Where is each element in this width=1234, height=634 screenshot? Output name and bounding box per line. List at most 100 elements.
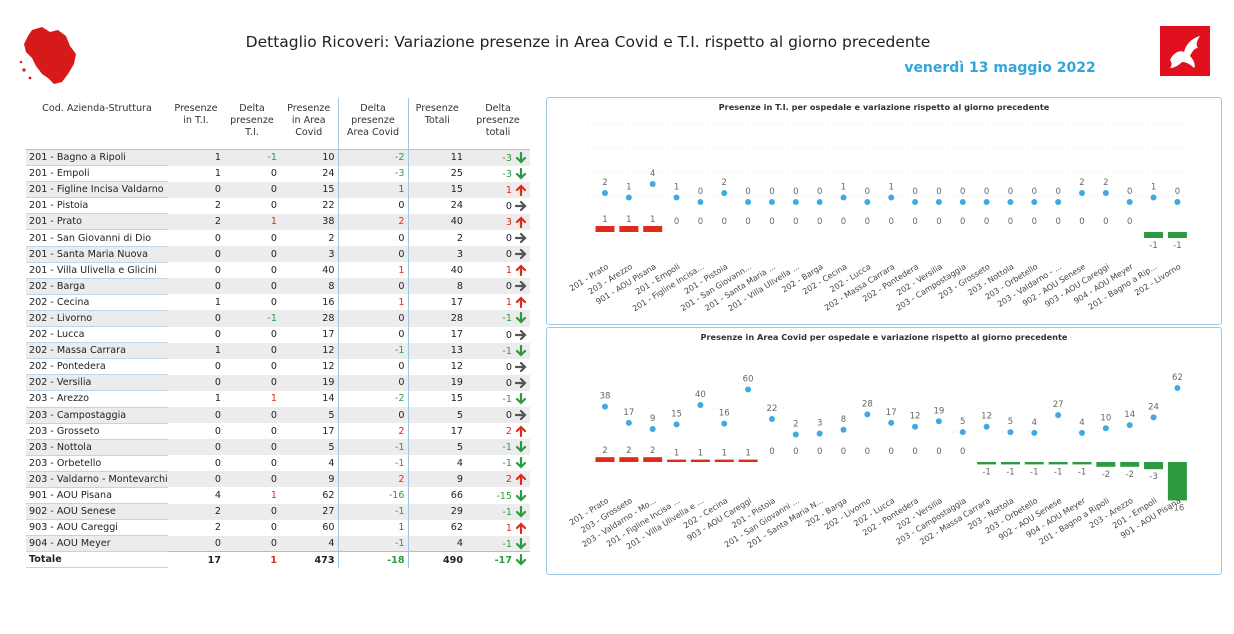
delta-bar[interactable] (714, 459, 734, 462)
presence-point[interactable] (745, 199, 752, 205)
delta-bar[interactable] (1144, 232, 1164, 238)
presence-point[interactable] (1031, 429, 1038, 436)
delta-bar[interactable] (595, 226, 615, 232)
column-header[interactable]: Delta presenze Area Covid (338, 98, 409, 150)
presence-point[interactable] (792, 431, 799, 438)
delta-bar[interactable] (1024, 462, 1044, 465)
table-row[interactable]: 901 - AOU Pisana 4 1 62 -16 66 -15 (26, 487, 530, 505)
presence-point[interactable] (1079, 190, 1085, 196)
table-row[interactable]: 203 - Orbetello 0 0 4 -1 4 -1 (26, 455, 530, 472)
presence-point[interactable] (1102, 425, 1109, 432)
table-row[interactable]: 904 - AOU Meyer 0 0 4 -1 4 -1 (26, 535, 530, 553)
table-row[interactable]: 201 - Bagno a Ripoli 1 -1 10 -2 11 -3 (26, 149, 530, 167)
delta-bar[interactable] (1167, 462, 1187, 501)
presence-point[interactable] (935, 418, 942, 425)
presence-point[interactable] (1031, 199, 1038, 205)
presence-point[interactable] (792, 199, 799, 205)
delta-bar[interactable] (1048, 462, 1068, 465)
table-row[interactable]: 201 - Villa Ulivella e Glicini 0 0 40 1 40 1 (26, 262, 530, 279)
column-header[interactable]: Presenze Totali (408, 98, 466, 150)
table-row[interactable]: 201 - Pistoia 2 0 22 0 24 0 (26, 197, 530, 215)
total-row[interactable]: Totale 17 1 473 -18 490 -17 (26, 551, 530, 569)
presence-point[interactable] (1150, 194, 1157, 201)
presence-point[interactable] (1150, 414, 1157, 421)
presence-point[interactable] (625, 194, 632, 201)
table-row[interactable]: 202 - Livorno 0 -1 28 0 28 -1 (26, 310, 530, 328)
delta-bar[interactable] (667, 459, 687, 462)
presence-point[interactable] (888, 194, 895, 201)
delta-bar[interactable] (595, 457, 615, 462)
presence-point[interactable] (1126, 199, 1133, 205)
presence-point[interactable] (983, 199, 990, 205)
presence-point[interactable] (816, 199, 823, 205)
presence-point[interactable] (768, 415, 775, 422)
presence-point[interactable] (673, 421, 680, 428)
presence-point[interactable] (697, 199, 704, 205)
presence-point[interactable] (721, 190, 728, 196)
table-row[interactable]: 203 - Grosseto 0 0 17 2 17 2 (26, 423, 530, 440)
delta-bar[interactable] (1144, 462, 1164, 470)
table-row[interactable]: 202 - Pontedera 0 0 12 0 12 0 (26, 358, 530, 376)
presence-point[interactable] (649, 426, 656, 433)
presence-point[interactable] (840, 426, 847, 433)
presence-point[interactable] (625, 419, 632, 426)
delta-bar[interactable] (619, 226, 639, 232)
delta-bar[interactable] (643, 226, 663, 232)
table-row[interactable]: 202 - Barga 0 0 8 0 8 0 (26, 278, 530, 295)
presence-point[interactable] (840, 194, 847, 201)
presence-point[interactable] (1055, 199, 1062, 205)
presence-point[interactable] (959, 429, 966, 436)
presence-point[interactable] (888, 419, 895, 426)
table-row[interactable]: 201 - Empoli 1 0 24 -3 25 -3 (26, 165, 530, 183)
presence-point[interactable] (816, 430, 823, 437)
presence-point[interactable] (1174, 385, 1181, 391)
table-row[interactable]: 202 - Versilia 0 0 19 0 19 0 (26, 374, 530, 392)
delta-bar[interactable] (1000, 462, 1020, 465)
table-row[interactable]: 201 - San Giovanni di Dio 0 0 2 0 2 0 (26, 229, 530, 247)
presence-point[interactable] (1079, 429, 1085, 436)
presence-point[interactable] (1126, 422, 1133, 429)
presence-point[interactable] (1055, 412, 1062, 419)
table-row[interactable]: 202 - Massa Carrara 1 0 12 -1 13 -1 (26, 342, 530, 360)
presence-point[interactable] (959, 199, 966, 205)
delta-bar[interactable] (619, 457, 639, 462)
presence-point[interactable] (912, 199, 919, 205)
presence-point[interactable] (935, 199, 942, 205)
presence-point[interactable] (721, 420, 728, 427)
table-row[interactable]: 201 - Santa Maria Nuova 0 0 3 0 3 0 (26, 246, 530, 263)
presence-point[interactable] (602, 190, 608, 196)
presence-point[interactable] (1007, 199, 1014, 205)
column-header[interactable]: Delta presenze totali (466, 98, 530, 150)
presence-point[interactable] (649, 181, 656, 187)
presence-point[interactable] (864, 199, 871, 205)
column-header[interactable]: Cod. Azienda-Struttura (26, 98, 168, 150)
presence-point[interactable] (983, 423, 990, 430)
delta-bar[interactable] (738, 459, 758, 462)
delta-bar[interactable] (1072, 462, 1092, 465)
column-header[interactable]: Presenze in T.I. (168, 98, 224, 150)
presence-point[interactable] (1174, 199, 1181, 205)
column-header[interactable]: Presenze in Area Covid (280, 98, 339, 150)
delta-bar[interactable] (690, 459, 710, 462)
delta-bar[interactable] (1120, 462, 1140, 467)
presence-point[interactable] (697, 402, 704, 409)
presence-point[interactable] (602, 403, 608, 410)
table-row[interactable]: 203 - Valdarno - Montevarchi 0 0 9 2 9 2 (26, 471, 530, 488)
delta-bar[interactable] (977, 462, 997, 465)
presence-point[interactable] (673, 194, 680, 201)
presence-point[interactable] (1007, 429, 1014, 436)
table-row[interactable]: 902 - AOU Senese 2 0 27 -1 29 -1 (26, 503, 530, 521)
column-header[interactable]: Delta presenze T.I. (224, 98, 280, 150)
table-row[interactable]: 202 - Cecina 1 0 16 1 17 1 (26, 294, 530, 311)
table-row[interactable]: 202 - Lucca 0 0 17 0 17 0 (26, 326, 530, 344)
presence-point[interactable] (864, 411, 871, 418)
table-row[interactable]: 201 - Prato 2 1 38 2 40 3 (26, 213, 530, 231)
table-row[interactable]: 203 - Nottola 0 0 5 -1 5 -1 (26, 439, 530, 456)
delta-bar[interactable] (643, 457, 663, 462)
table-row[interactable]: 203 - Arezzo 1 1 14 -2 15 -1 (26, 390, 530, 408)
table-row[interactable]: 201 - Figline Incisa Valdarno 0 0 15 1 15 1 (26, 181, 530, 199)
table-row[interactable]: 903 - AOU Careggi 2 0 60 1 62 1 (26, 519, 530, 537)
presence-point[interactable] (912, 423, 919, 430)
presence-point[interactable] (745, 386, 752, 393)
delta-bar[interactable] (1167, 232, 1187, 238)
